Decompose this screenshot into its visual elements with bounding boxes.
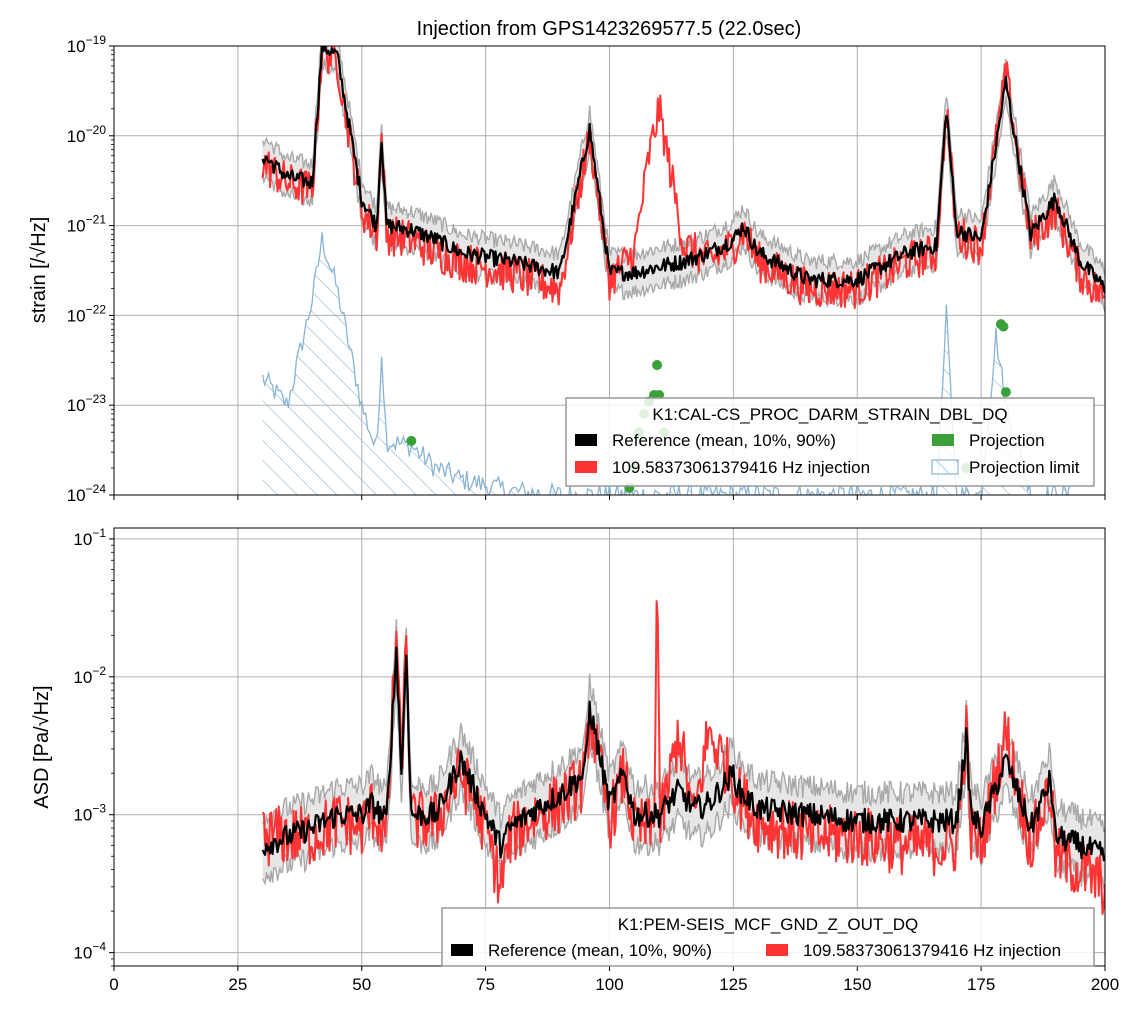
- legend-entry-label: Reference (mean, 10%, 90%): [612, 431, 836, 450]
- bottom-legend: K1:PEM-SEIS_MCF_GND_Z_OUT_DQ Reference (m…: [441, 907, 1095, 967]
- reference-90pct-line: [261, 46, 1105, 276]
- x-tick-label: 200: [1091, 975, 1119, 994]
- legend-swatch: [451, 944, 473, 956]
- x-tick-label: 25: [228, 975, 247, 994]
- legend-swatch: [575, 434, 597, 446]
- projection-point: [1000, 387, 1011, 398]
- x-tick-label: 0: [109, 975, 118, 994]
- y-tick-label: 10−4: [73, 940, 106, 963]
- top-legend-box: [565, 397, 1095, 487]
- top-y-label-prefix: strain: [28, 269, 50, 323]
- x-tick-label: 175: [967, 975, 995, 994]
- bot-legend-box: [441, 907, 1095, 967]
- top-x-ticks: [113, 495, 1106, 500]
- bottom-panel: 10−110−210−310−4 0 25 50 75 100 125 150 175 200 …: [31, 526, 1119, 994]
- bottom-x-ticks: 0 25 50 75 100 125 150 175 200: [109, 966, 1119, 994]
- reference-band-fill: [262, 46, 1105, 313]
- top-y-label-unit: [/√Hz]: [28, 217, 50, 269]
- x-tick-label: 75: [476, 975, 495, 994]
- legend-entry-label: Reference (mean, 10%, 90%): [488, 941, 712, 960]
- bottom-plot-area: [261, 600, 1105, 915]
- top-y-ticks: 10−19 10−20 10−21 10−22 10−23 10−24: [67, 33, 114, 505]
- y-tick-label: 10−19: [67, 33, 107, 56]
- y-tick-label: 10−1: [73, 526, 106, 549]
- reference-mean-line: [261, 646, 1105, 862]
- y-tick-label: 10−22: [67, 302, 107, 325]
- legend-entry-label: Projection: [969, 431, 1045, 450]
- top-panel: 10−19 10−20 10−21 10−22 10−23 10−24 strain [/…: [28, 33, 1106, 505]
- projection-point: [406, 435, 417, 446]
- bot-legend-title: K1:PEM-SEIS_MCF_GND_Z_OUT_DQ: [618, 915, 918, 934]
- bottom-y-label-prefix: ASD: [31, 762, 53, 809]
- legend-swatch: [932, 434, 954, 446]
- bottom-y-label-unit: [Pa/√Hz]: [31, 685, 53, 762]
- legend-swatch: [766, 944, 788, 956]
- bottom-y-ticks: 10−1 10−2 10−3 10−4: [73, 526, 114, 967]
- legend-entry-label: 109.58373061379416 Hz injection: [803, 941, 1061, 960]
- bottom-grid: [113, 528, 1106, 966]
- projection-point: [652, 360, 663, 371]
- legend-swatch-projection-limit: [931, 459, 959, 475]
- reference-10pct-line: [261, 58, 1105, 313]
- x-tick-label: 100: [595, 975, 623, 994]
- x-tick-label: 125: [719, 975, 747, 994]
- bottom-y-axis-label: ASD [Pa/√Hz]: [31, 685, 53, 808]
- projection-point: [998, 321, 1009, 332]
- y-tick-label: 10−3: [73, 802, 106, 825]
- legend-swatch: [575, 461, 597, 473]
- legend-entry-label: Projection limit: [969, 458, 1080, 477]
- legend-entry-label: 109.58373061379416 Hz injection: [612, 458, 870, 477]
- y-tick-label: 10−2: [73, 664, 106, 687]
- y-tick-label: 10−20: [67, 123, 107, 146]
- top-y-axis-label: strain [/√Hz]: [28, 217, 50, 324]
- top-legend-title: K1:CAL-CS_PROC_DARM_STRAIN_DBL_DQ: [652, 405, 1007, 424]
- x-tick-label: 150: [843, 975, 871, 994]
- y-tick-label: 10−24: [67, 482, 107, 505]
- y-tick-label: 10−21: [67, 213, 107, 236]
- y-tick-label: 10−23: [67, 392, 107, 415]
- top-legend: K1:CAL-CS_PROC_DARM_STRAIN_DBL_DQ Referen…: [565, 397, 1095, 487]
- chart-title: Injection from GPS1423269577.5 (22.0sec): [417, 18, 802, 40]
- x-tick-label: 50: [352, 975, 371, 994]
- reference-mean-line: [261, 46, 1105, 294]
